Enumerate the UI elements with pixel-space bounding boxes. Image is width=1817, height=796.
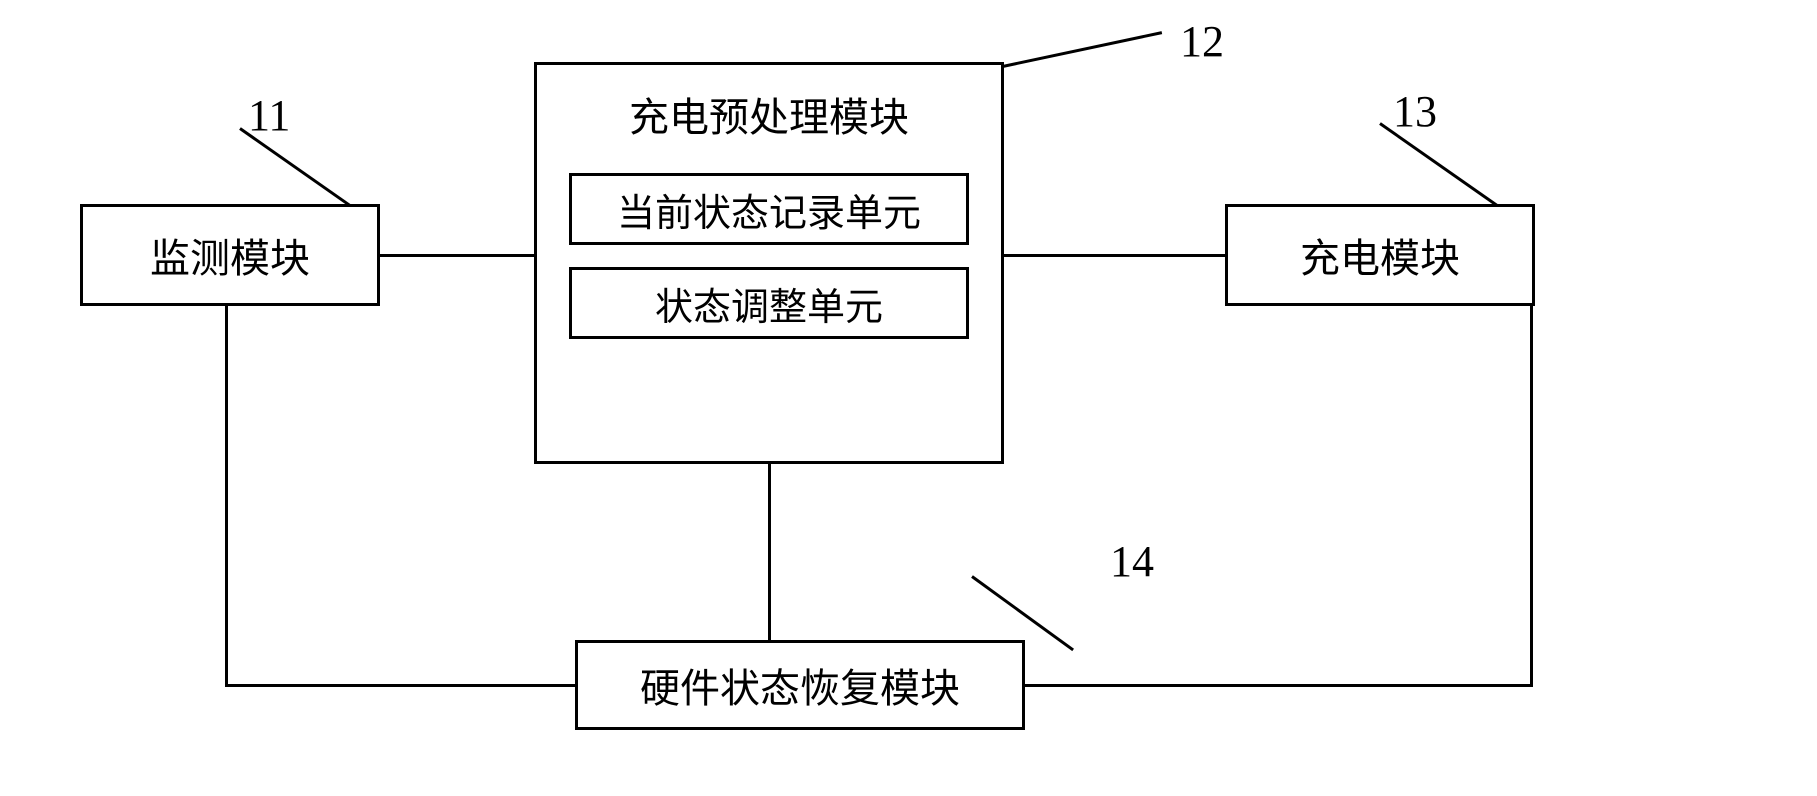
sub-unit-current-state-record: 当前状态记录单元: [569, 173, 969, 245]
recovery-module-label: 硬件状态恢复模块: [640, 656, 960, 714]
edge-monitor-recovery-horizontal: [225, 684, 575, 687]
edge-preprocess-recovery: [768, 464, 771, 640]
edge-monitor-recovery-vertical: [225, 306, 228, 684]
monitor-module-label: 监测模块: [150, 226, 310, 284]
edge-charging-recovery-vertical: [1530, 306, 1533, 684]
recovery-module: 硬件状态恢复模块: [575, 640, 1025, 730]
preprocess-module: 充电预处理模块 当前状态记录单元 状态调整单元: [534, 62, 1004, 464]
edge-monitor-preprocess: [380, 254, 534, 257]
charging-module: 充电模块: [1225, 204, 1535, 306]
charging-module-label: 充电模块: [1300, 226, 1460, 284]
ref-number-12: 12: [1180, 16, 1224, 67]
sub-unit-state-adjust-label: 状态调整单元: [655, 276, 883, 331]
monitor-module: 监测模块: [80, 204, 380, 306]
sub-unit-current-state-record-label: 当前状态记录单元: [617, 182, 921, 237]
edge-preprocess-charging: [1004, 254, 1225, 257]
edge-charging-recovery-horizontal: [1025, 684, 1533, 687]
ref-number-11: 11: [248, 90, 290, 141]
ref-number-13: 13: [1393, 86, 1437, 137]
preprocess-module-title: 充电预处理模块: [629, 85, 909, 143]
ref-number-14: 14: [1110, 536, 1154, 587]
sub-unit-state-adjust: 状态调整单元: [569, 267, 969, 339]
